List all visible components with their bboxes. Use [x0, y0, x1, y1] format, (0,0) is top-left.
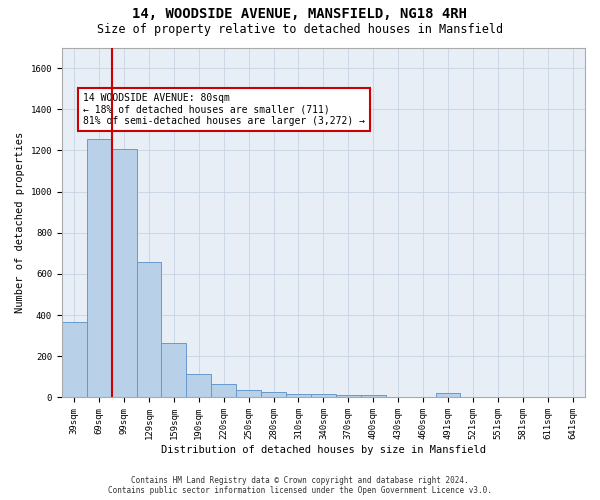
Bar [62, 322, 86, 398]
Text: Contains HM Land Registry data © Crown copyright and database right 2024.
Contai: Contains HM Land Registry data © Crown c… [108, 476, 492, 495]
Bar [236, 390, 261, 398]
Text: 14 WOODSIDE AVENUE: 80sqm
← 18% of detached houses are smaller (711)
81% of semi: 14 WOODSIDE AVENUE: 80sqm ← 18% of detac… [83, 93, 365, 126]
X-axis label: Distribution of detached houses by size in Mansfield: Distribution of detached houses by size … [161, 445, 486, 455]
Bar [86, 139, 112, 398]
Bar [436, 394, 460, 398]
Text: 14, WOODSIDE AVENUE, MANSFIELD, NG18 4RH: 14, WOODSIDE AVENUE, MANSFIELD, NG18 4RH [133, 8, 467, 22]
Bar [311, 394, 336, 398]
Bar [261, 392, 286, 398]
Bar [112, 150, 137, 398]
Bar [286, 394, 311, 398]
Y-axis label: Number of detached properties: Number of detached properties [15, 132, 25, 313]
Bar [161, 343, 187, 398]
Bar [137, 262, 161, 398]
Bar [211, 384, 236, 398]
Bar [361, 395, 386, 398]
Bar [187, 374, 211, 398]
Text: Size of property relative to detached houses in Mansfield: Size of property relative to detached ho… [97, 22, 503, 36]
Bar [336, 395, 361, 398]
